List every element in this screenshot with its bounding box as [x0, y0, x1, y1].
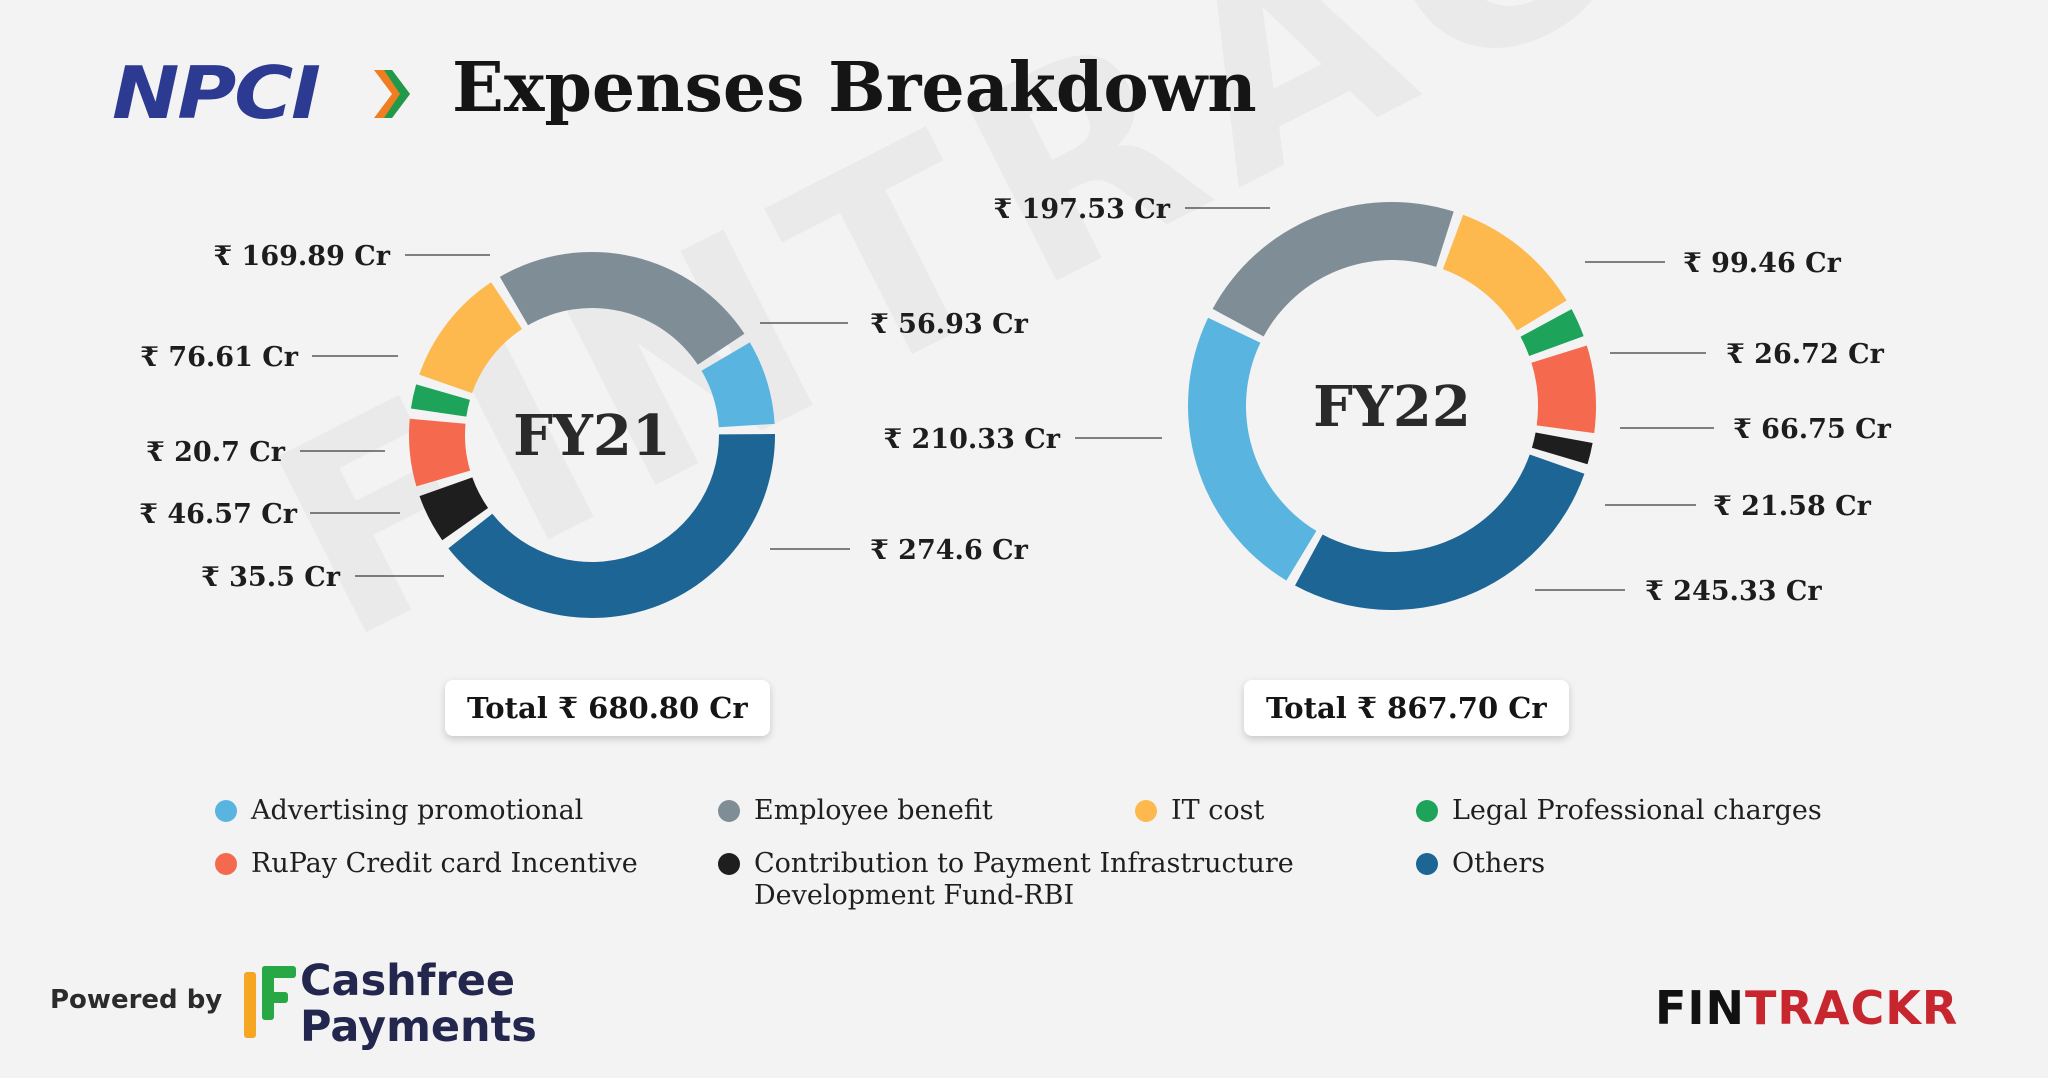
value-label: ₹ 21.58 Cr — [1713, 491, 1872, 522]
fintrackr-logo-fin: FIN — [1655, 981, 1746, 1035]
donut-slice — [1531, 432, 1593, 465]
legend-label: RuPay Credit card Incentive — [251, 848, 638, 879]
value-label: ₹ 245.33 Cr — [1645, 576, 1822, 607]
donut-slice — [409, 418, 471, 487]
legend-label: Others — [1452, 848, 1546, 879]
legend-dot-icon — [718, 800, 740, 822]
powered-by-label: Powered by — [50, 985, 223, 1015]
donut-slice — [419, 282, 523, 394]
legend-dot-icon — [1135, 800, 1157, 822]
donut-slice — [701, 342, 775, 428]
donut-slice — [1188, 317, 1317, 581]
npci-logo: NPCI — [112, 51, 410, 135]
value-label: ₹ 66.75 Cr — [1733, 414, 1892, 445]
value-label: ₹ 210.33 Cr — [883, 424, 1060, 455]
donut-slice — [499, 252, 745, 365]
legend-item-it: IT cost — [1135, 795, 1264, 827]
donut-slice — [1442, 214, 1567, 331]
total-fy22: Total ₹ 867.70 Cr — [1244, 680, 1569, 736]
npci-logo-text: NPCI — [112, 51, 321, 135]
value-label: ₹ 56.93 Cr — [870, 309, 1029, 340]
value-label: ₹ 46.57 Cr — [139, 499, 298, 530]
legend-dot-icon — [215, 800, 237, 822]
donut-chart-fy22: ₹ 99.46 Cr ₹ 26.72 Cr ₹ 66.75 Cr ₹ 21.58 Cr… — [883, 194, 1892, 610]
page-title: Expenses Breakdown — [452, 48, 1257, 128]
donut-slice — [419, 477, 489, 541]
donut-slice — [448, 434, 775, 618]
donut-chart-fy21: ₹ 56.93 Cr ₹ 274.6 Cr ₹ 35.5 Cr ₹ 46.57 Cr ₹… — [139, 241, 1029, 618]
value-label: ₹ 169.89 Cr — [213, 241, 390, 272]
legend-dot-icon — [1416, 853, 1438, 875]
cashfree-logo-icon — [244, 966, 296, 1038]
legend-label: IT cost — [1171, 795, 1265, 826]
value-label: ₹ 274.6 Cr — [870, 535, 1029, 566]
cashfree-line1: Cashfree — [300, 956, 516, 1006]
value-label: ₹ 20.7 Cr — [146, 437, 286, 468]
cashfree-logo-text: Cashfree Payments — [300, 958, 537, 1050]
cashfree-line2: Payments — [300, 1002, 537, 1052]
legend-item-rupay: RuPay Credit card Incentive — [215, 848, 638, 880]
legend-label: Legal Professional charges — [1452, 795, 1822, 826]
value-label: ₹ 35.5 Cr — [201, 562, 341, 593]
legend-dot-icon — [1416, 800, 1438, 822]
legend-item-advertising: Advertising promotional — [215, 795, 583, 827]
fintrackr-logo: FINTRACKR — [1655, 985, 1958, 1031]
value-label: ₹ 76.61 Cr — [140, 342, 299, 373]
legend-label: Advertising promotional — [251, 795, 584, 826]
value-label: ₹ 197.53 Cr — [993, 194, 1170, 225]
value-label: ₹ 99.46 Cr — [1683, 248, 1842, 279]
total-fy21: Total ₹ 680.80 Cr — [445, 680, 770, 736]
donut-slice — [1212, 202, 1454, 337]
legend-item-employee: Employee benefit — [718, 795, 993, 827]
donut-slice — [1531, 345, 1597, 434]
legend-label: Contribution to Payment Infrastructure D… — [754, 848, 1294, 911]
donut-center-label: FY22 — [1313, 374, 1471, 440]
legend-dot-icon — [718, 853, 740, 875]
npci-arrow-icon — [374, 70, 410, 118]
legend-item-contribution: Contribution to Payment Infrastructure D… — [718, 848, 1314, 912]
legend-item-others: Others — [1416, 848, 1545, 880]
donut-slice — [410, 384, 470, 417]
donut-center-label: FY21 — [513, 403, 671, 469]
legend-label: Employee benefit — [754, 795, 993, 826]
donut-slice — [1520, 309, 1584, 356]
value-label: ₹ 26.72 Cr — [1726, 339, 1885, 370]
legend-dot-icon — [215, 853, 237, 875]
donut-slice — [1295, 454, 1585, 610]
fintrackr-logo-trackr: TRACKR — [1745, 981, 1959, 1035]
legend-item-legal: Legal Professional charges — [1416, 795, 1822, 827]
